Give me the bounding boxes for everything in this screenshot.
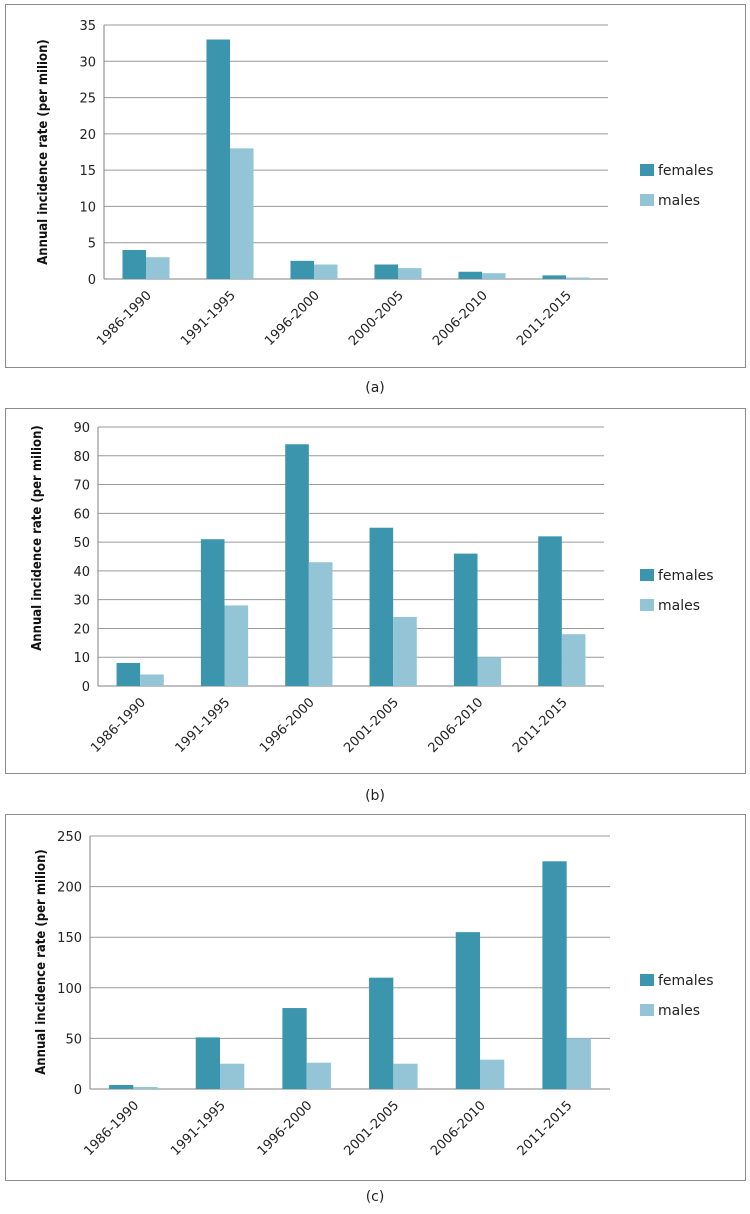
- y-tick-label-b-2: 20: [73, 622, 90, 637]
- y-tick-label-b-9: 90: [73, 421, 90, 436]
- y-tick-label-a-6: 30: [79, 55, 96, 70]
- legend-label-a-females: females: [658, 163, 714, 179]
- bar-b-males-3: [393, 616, 417, 686]
- y-tick-label-b-8: 80: [73, 450, 90, 465]
- y-tick-label-b-3: 30: [73, 594, 90, 609]
- legend-swatch-c-females: [640, 974, 654, 986]
- x-tick-label-a-5: 2011-2015: [514, 288, 575, 349]
- x-tick-label-c-4: 2006-2010: [428, 1098, 489, 1159]
- legend-label-a-males: males: [658, 193, 700, 209]
- bar-c-males-3: [393, 1063, 418, 1089]
- y-tick-label-b-4: 40: [73, 565, 90, 580]
- y-tick-label-b-6: 60: [73, 507, 90, 522]
- y-axis-title-c: Annual incidence rate (per milion): [34, 849, 49, 1075]
- x-tick-label-c-1: 1991-1995: [168, 1098, 229, 1159]
- legend-swatch-c-males: [640, 1004, 654, 1016]
- bar-a-males-4: [482, 273, 506, 279]
- x-tick-label-b-1: 1991-1995: [173, 695, 234, 756]
- y-axis-title-b: Annual incidence rate (per milion): [30, 425, 45, 651]
- bar-b-males-4: [477, 657, 502, 686]
- y-tick-label-c-2: 100: [57, 982, 82, 997]
- bar-b-males-2: [308, 562, 333, 686]
- bar-c-females-5: [542, 861, 567, 1089]
- bar-b-females-0: [116, 662, 141, 686]
- bar-c-females-1: [195, 1037, 220, 1089]
- bar-b-females-4: [453, 553, 478, 686]
- bar-b-females-3: [369, 527, 394, 686]
- bar-c-males-5: [566, 1038, 591, 1089]
- y-tick-label-a-5: 25: [79, 92, 96, 107]
- y-tick-label-c-3: 150: [57, 931, 82, 946]
- legend-label-c-females: females: [658, 973, 714, 989]
- legend-swatch-b-males: [640, 599, 654, 611]
- bar-a-females-5: [542, 275, 566, 279]
- bar-c-males-1: [220, 1063, 245, 1089]
- bar-c-females-3: [369, 977, 394, 1089]
- bar-c-females-2: [282, 1008, 307, 1089]
- bar-a-males-5: [566, 277, 590, 279]
- caption-a: (a): [365, 380, 385, 396]
- y-tick-label-b-1: 10: [73, 651, 90, 666]
- x-tick-label-b-3: 2001-2005: [341, 695, 402, 756]
- y-tick-label-c-0: 0: [74, 1083, 82, 1098]
- chart-panel-a: [5, 4, 746, 368]
- legend-swatch-a-males: [640, 194, 654, 206]
- y-tick-label-c-1: 50: [65, 1032, 82, 1047]
- bar-a-females-1: [206, 39, 230, 280]
- y-tick-label-b-7: 70: [73, 479, 90, 494]
- y-tick-label-a-0: 0: [88, 273, 96, 288]
- bar-a-females-2: [290, 260, 314, 279]
- x-tick-label-c-3: 2001-2005: [341, 1098, 402, 1159]
- x-tick-label-b-5: 2011-2015: [510, 695, 571, 756]
- bar-b-males-1: [224, 605, 249, 686]
- bar-b-females-2: [285, 444, 309, 686]
- legend-label-c-males: males: [658, 1003, 700, 1019]
- x-tick-label-c-5: 2011-2015: [515, 1098, 576, 1159]
- y-tick-label-b-5: 50: [73, 536, 90, 551]
- legend-swatch-b-females: [640, 569, 654, 581]
- caption-b: (b): [365, 788, 385, 804]
- bar-b-males-0: [140, 674, 164, 686]
- y-tick-label-a-3: 15: [79, 164, 96, 179]
- x-tick-label-b-4: 2006-2010: [426, 695, 487, 756]
- y-tick-label-c-5: 250: [57, 830, 82, 845]
- y-tick-label-a-2: 10: [79, 200, 96, 215]
- bar-c-males-2: [306, 1062, 331, 1089]
- bar-b-males-5: [561, 634, 586, 686]
- x-tick-label-a-1: 1991-1995: [178, 288, 239, 349]
- bar-a-males-3: [398, 268, 422, 279]
- bar-b-females-1: [200, 539, 225, 686]
- y-tick-label-a-7: 35: [79, 19, 96, 34]
- x-tick-label-c-2: 1996-2000: [255, 1098, 316, 1159]
- bar-a-females-3: [374, 264, 398, 279]
- x-tick-label-b-0: 1986-1990: [88, 695, 149, 756]
- caption-c: (c): [365, 1189, 385, 1205]
- y-tick-label-a-1: 5: [88, 237, 96, 252]
- x-tick-label-c-0: 1986-1990: [81, 1098, 142, 1159]
- x-tick-label-a-3: 2000-2005: [346, 288, 407, 349]
- bar-c-females-4: [455, 932, 480, 1089]
- bar-a-females-0: [122, 249, 146, 279]
- bar-c-females-0: [109, 1084, 134, 1089]
- bar-c-males-4: [480, 1059, 505, 1089]
- bar-a-males-1: [230, 148, 254, 279]
- bar-a-males-0: [146, 257, 170, 279]
- bar-a-females-4: [458, 271, 482, 279]
- bar-c-males-0: [133, 1086, 158, 1089]
- legend-label-b-males: males: [658, 598, 700, 614]
- y-tick-label-b-0: 0: [82, 680, 90, 695]
- x-tick-label-a-4: 2006-2010: [430, 288, 491, 349]
- x-tick-label-a-2: 1996-2000: [262, 288, 323, 349]
- legend-swatch-a-females: [640, 164, 654, 176]
- y-axis-title-a: Annual incidence rate (per milion): [36, 39, 51, 265]
- x-tick-label-b-2: 1996-2000: [257, 695, 318, 756]
- bar-a-males-2: [314, 264, 338, 279]
- bar-b-females-5: [538, 536, 562, 686]
- y-tick-label-a-4: 20: [79, 128, 96, 143]
- y-tick-label-c-4: 200: [57, 881, 82, 896]
- legend-label-b-females: females: [658, 568, 714, 584]
- x-tick-label-a-0: 1986-1990: [94, 288, 155, 349]
